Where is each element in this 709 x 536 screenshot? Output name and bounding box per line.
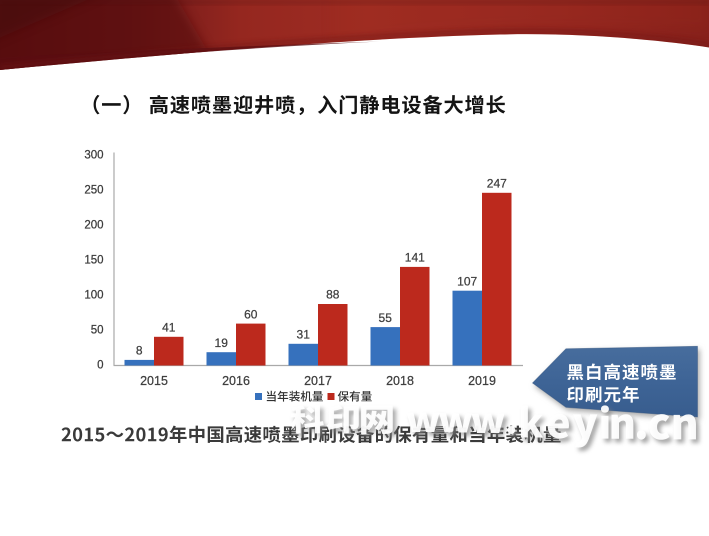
- svg-text:0: 0: [97, 360, 103, 372]
- svg-text:247: 247: [487, 177, 507, 191]
- svg-text:2015: 2015: [140, 374, 168, 388]
- svg-text:2016: 2016: [222, 374, 250, 388]
- svg-text:2019: 2019: [468, 374, 496, 388]
- svg-text:60: 60: [244, 307, 258, 321]
- svg-text:2018: 2018: [386, 374, 414, 388]
- svg-text:107: 107: [457, 274, 477, 288]
- svg-text:141: 141: [405, 251, 425, 265]
- svg-text:300: 300: [84, 150, 103, 162]
- svg-text:8: 8: [136, 344, 143, 358]
- svg-text:2017: 2017: [304, 374, 332, 388]
- svg-text:31: 31: [297, 328, 311, 342]
- svg-text:55: 55: [379, 311, 393, 325]
- svg-text:88: 88: [326, 288, 340, 302]
- svg-text:19: 19: [215, 336, 229, 350]
- svg-text:100: 100: [84, 290, 103, 302]
- svg-text:50: 50: [91, 325, 104, 337]
- svg-text:200: 200: [84, 220, 103, 232]
- svg-text:41: 41: [162, 321, 176, 335]
- svg-text:250: 250: [84, 185, 103, 197]
- svg-text:150: 150: [84, 255, 103, 267]
